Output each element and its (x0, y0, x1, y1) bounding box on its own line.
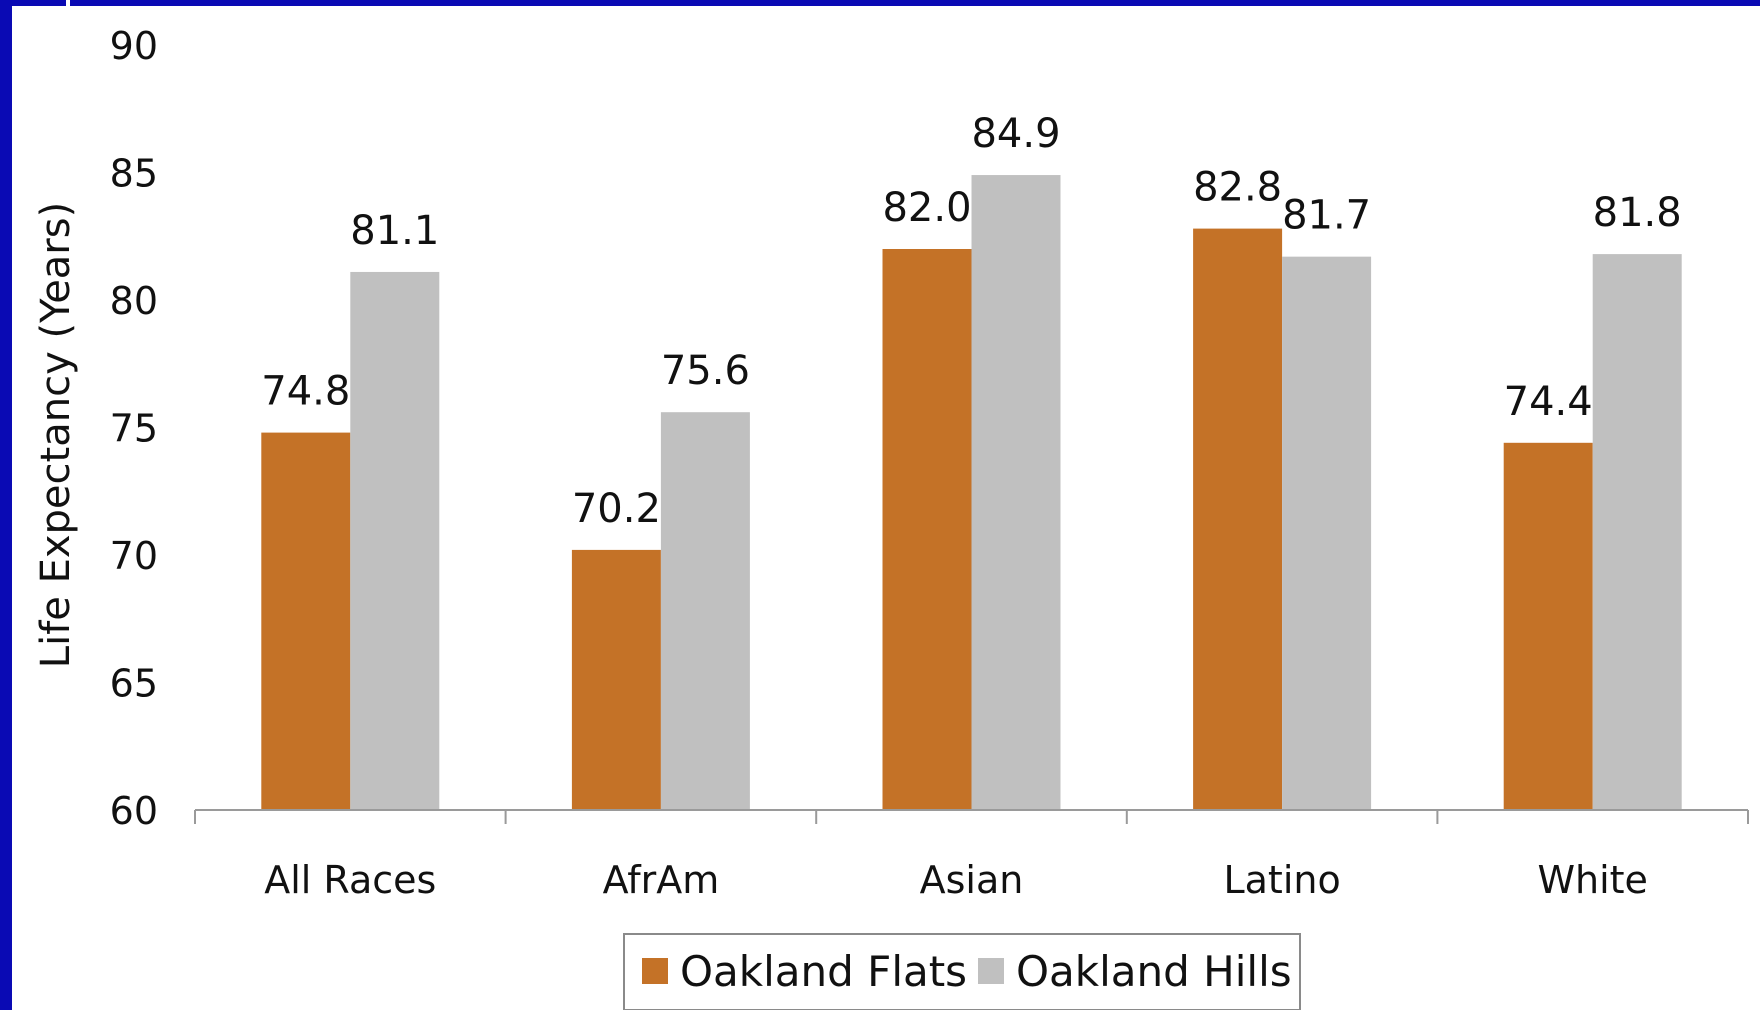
data-label: 82.0 (882, 185, 971, 231)
x-tick-label-latino: Latino (1223, 858, 1340, 902)
data-labels-group: 74.8 70.2 82.0 82.8 74.4 81.1 75.6 84.9 81.7 81.8 (261, 111, 1681, 532)
legend-swatch-oakland-flats (642, 958, 668, 984)
data-label: 74.8 (261, 369, 350, 415)
y-tick-label-70: 70 (110, 534, 158, 578)
bar-oakland-hills-white (1592, 254, 1682, 811)
x-ticks-group (194, 810, 1749, 824)
data-label: 70.2 (572, 486, 661, 532)
y-tick-label-75: 75 (110, 407, 158, 451)
data-label: 82.8 (1193, 165, 1282, 211)
x-tick-label-white: White (1537, 858, 1648, 902)
bars-group (261, 175, 1682, 811)
data-label: 75.6 (661, 348, 750, 394)
bar-oakland-flats-latino (1193, 228, 1283, 811)
y-axis-title: Life Expectancy (Years) (33, 202, 79, 668)
x-tick-label-all-races: All Races (264, 858, 436, 902)
slide-border-notch (66, 0, 70, 6)
bar-oakland-flats-white (1503, 442, 1593, 810)
legend-label-oakland-flats: Oakland Flats (680, 947, 967, 996)
y-tick-label-90: 90 (110, 24, 158, 68)
y-tick-label-85: 85 (110, 152, 158, 196)
data-label: 81.7 (1282, 193, 1371, 239)
bar-oakland-hills-afram (660, 412, 750, 810)
data-label: 81.8 (1593, 190, 1682, 236)
y-tick-label-60: 60 (110, 789, 158, 833)
legend-swatch-oakland-hills (978, 958, 1004, 984)
legend: Oakland Flats Oakland Hills (623, 933, 1301, 1010)
bar-oakland-flats-all-races (261, 432, 351, 810)
x-tick-labels-group: All Races AfrAm Asian Latino White (264, 858, 1648, 902)
bar-oakland-hills-latino (1282, 256, 1372, 810)
bar-oakland-hills-all-races (350, 271, 440, 810)
y-ticks-group: 60 65 70 75 80 85 90 (110, 24, 158, 833)
data-label: 81.1 (350, 208, 439, 254)
y-tick-label-80: 80 (110, 279, 158, 323)
bar-oakland-hills-asian (971, 175, 1061, 811)
data-label: 84.9 (971, 111, 1060, 157)
data-label: 74.4 (1504, 379, 1593, 425)
bar-oakland-flats-asian (882, 249, 972, 810)
legend-label-oakland-hills: Oakland Hills (1016, 947, 1292, 996)
slide-top-border (0, 0, 1760, 6)
bar-oakland-flats-afram (571, 549, 661, 810)
x-tick-label-asian: Asian (920, 858, 1024, 902)
y-tick-label-65: 65 (110, 662, 158, 706)
x-tick-label-afram: AfrAm (603, 858, 720, 902)
legend-box (623, 933, 1301, 1010)
